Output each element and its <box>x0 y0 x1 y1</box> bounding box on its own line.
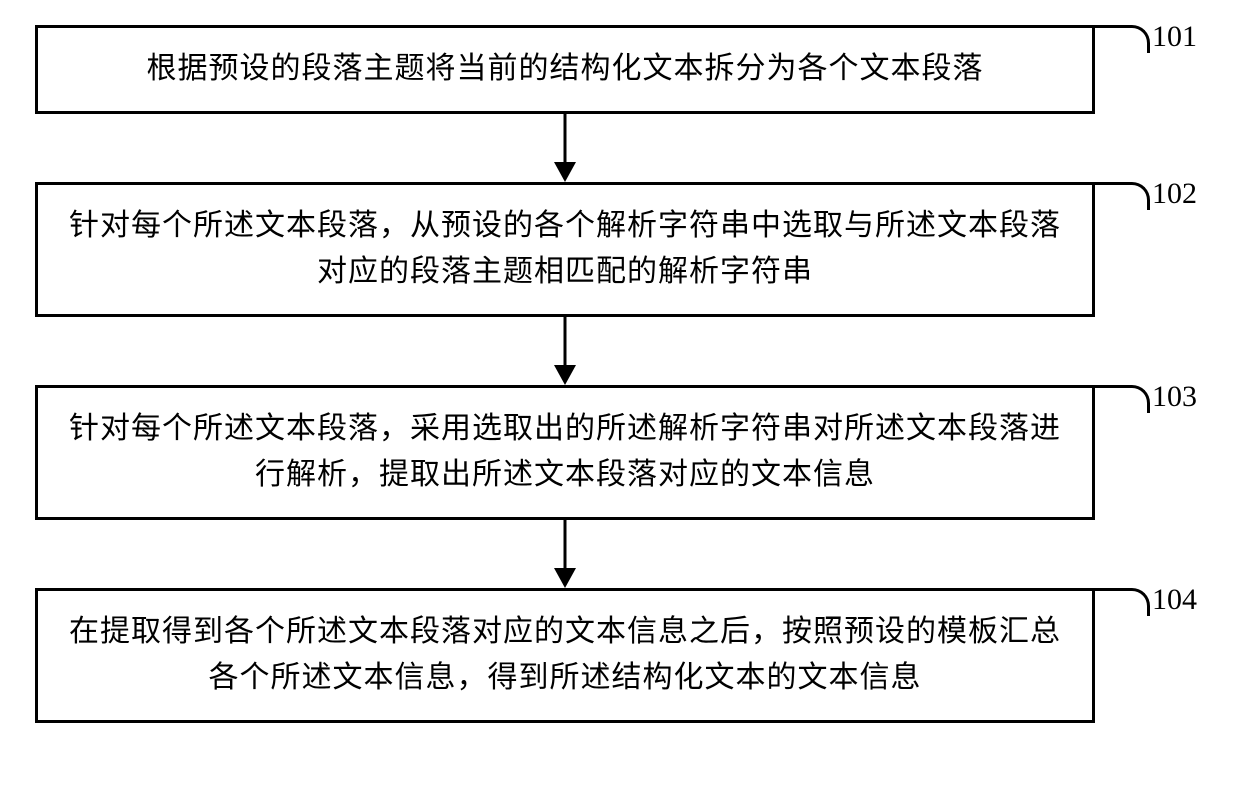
flow-step-1: 101 根据预设的段落主题将当前的结构化文本拆分为各个文本段落 <box>35 25 1095 114</box>
step-label-2: 102 <box>1152 177 1197 211</box>
arrow-line <box>564 114 567 166</box>
label-connector-4 <box>1095 588 1150 616</box>
step-text-4: 在提取得到各个所述文本段落对应的文本信息之后，按照预设的模板汇总各个所述文本信息… <box>68 609 1062 702</box>
arrow-head-icon <box>554 365 576 385</box>
arrow-line <box>564 520 567 572</box>
step-label-4: 104 <box>1152 583 1197 617</box>
step-text-2: 针对每个所述文本段落，从预设的各个解析字符串中选取与所述文本段落对应的段落主题相… <box>68 203 1062 296</box>
flowchart-container: 101 根据预设的段落主题将当前的结构化文本拆分为各个文本段落 102 针对每个… <box>35 25 1205 723</box>
flow-step-2: 102 针对每个所述文本段落，从预设的各个解析字符串中选取与所述文本段落对应的段… <box>35 182 1095 317</box>
flow-step-4: 104 在提取得到各个所述文本段落对应的文本信息之后，按照预设的模板汇总各个所述… <box>35 588 1095 723</box>
step-label-3: 103 <box>1152 380 1197 414</box>
step-label-1: 101 <box>1152 20 1197 54</box>
arrow-line <box>564 317 567 369</box>
arrow-head-icon <box>554 568 576 588</box>
step-text-3: 针对每个所述文本段落，采用选取出的所述解析字符串对所述文本段落进行解析，提取出所… <box>68 406 1062 499</box>
label-connector-2 <box>1095 182 1150 210</box>
arrow-head-icon <box>554 162 576 182</box>
arrow-3-4 <box>35 520 1095 588</box>
arrow-1-2 <box>35 114 1095 182</box>
flow-step-3: 103 针对每个所述文本段落，采用选取出的所述解析字符串对所述文本段落进行解析，… <box>35 385 1095 520</box>
step-text-1: 根据预设的段落主题将当前的结构化文本拆分为各个文本段落 <box>147 46 984 93</box>
label-connector-3 <box>1095 385 1150 413</box>
arrow-2-3 <box>35 317 1095 385</box>
label-connector-1 <box>1095 25 1150 53</box>
